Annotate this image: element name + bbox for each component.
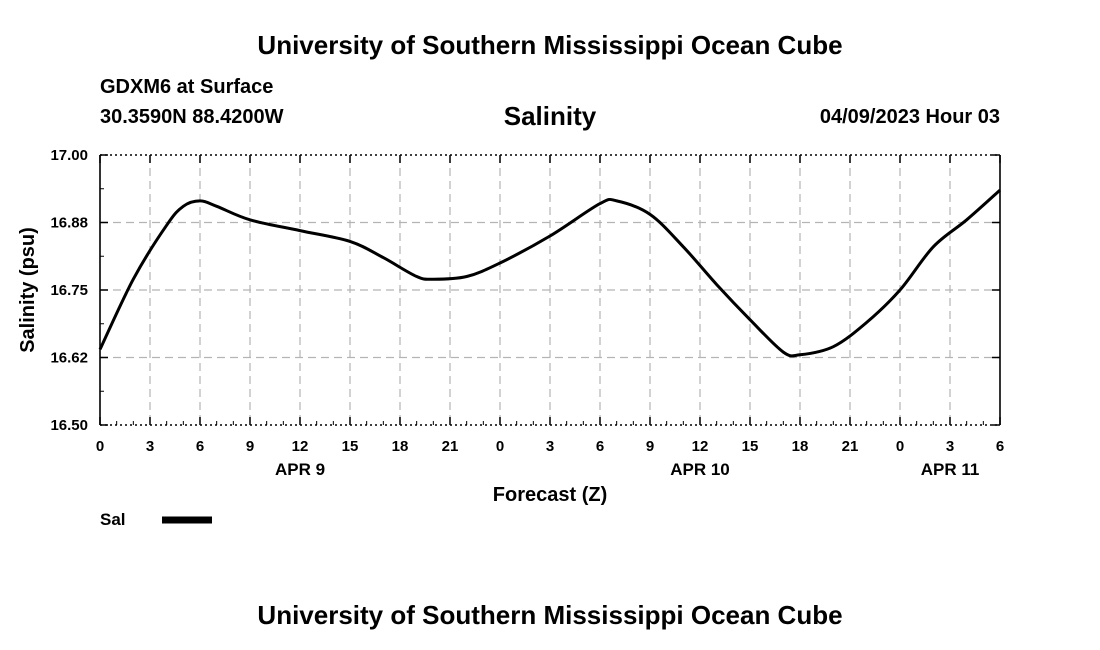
x-tick-label: 21 bbox=[842, 438, 859, 455]
coordinates-label: 30.3590N 88.4200W bbox=[100, 106, 284, 128]
x-tick-label: 6 bbox=[996, 438, 1004, 455]
legend-label: Sal bbox=[100, 510, 126, 529]
x-tick-label: 12 bbox=[692, 438, 709, 455]
station-label: GDXM6 at Surface bbox=[100, 76, 274, 98]
x-tick-label: 21 bbox=[442, 438, 459, 455]
axes: 0 3 6 9 12 15 18 21 0 3 6 9 12 15 18 21 0 3 6 16.50 16.62 16.… bbox=[17, 147, 1004, 506]
x-tick-label: 15 bbox=[342, 438, 359, 455]
date-label: APR 10 bbox=[670, 460, 730, 479]
x-tick-label: 6 bbox=[196, 438, 204, 455]
x-tick-label: 0 bbox=[496, 438, 504, 455]
x-tick-label: 9 bbox=[246, 438, 254, 455]
x-tick-label: 3 bbox=[546, 438, 554, 455]
y-tick-label: 16.62 bbox=[50, 350, 88, 367]
legend: Sal bbox=[100, 510, 212, 529]
y-tick-label: 16.88 bbox=[50, 215, 88, 232]
date-label: APR 9 bbox=[275, 460, 325, 479]
y-tick-label: 16.75 bbox=[50, 282, 88, 299]
page-title: University of Southern Mississippi Ocean… bbox=[257, 30, 843, 60]
x-tick-label: 9 bbox=[646, 438, 654, 455]
series-layer bbox=[98, 188, 1001, 358]
chart-title: Salinity bbox=[503, 101, 597, 131]
y-axis-label: Salinity (psu) bbox=[17, 227, 39, 353]
x-tick-label: 0 bbox=[96, 438, 104, 455]
y-tick-label: 16.50 bbox=[50, 417, 88, 434]
date-label: APR 11 bbox=[921, 460, 980, 479]
series-line-sal bbox=[98, 188, 1001, 358]
x-tick-label: 12 bbox=[292, 438, 309, 455]
y-tick-label: 17.00 bbox=[50, 147, 88, 164]
x-tick-label: 18 bbox=[792, 438, 809, 455]
x-tick-label: 15 bbox=[742, 438, 759, 455]
grid bbox=[100, 155, 1000, 425]
x-tick-label: 6 bbox=[596, 438, 604, 455]
x-tick-label: 18 bbox=[392, 438, 409, 455]
x-tick-label: 3 bbox=[146, 438, 154, 455]
x-tick-label: 0 bbox=[896, 438, 904, 455]
x-tick-label: 3 bbox=[946, 438, 954, 455]
footer-title: University of Southern Mississippi Ocean… bbox=[257, 600, 843, 630]
x-axis-label: Forecast (Z) bbox=[493, 484, 607, 506]
datetime-label: 04/09/2023 Hour 03 bbox=[819, 106, 1000, 128]
